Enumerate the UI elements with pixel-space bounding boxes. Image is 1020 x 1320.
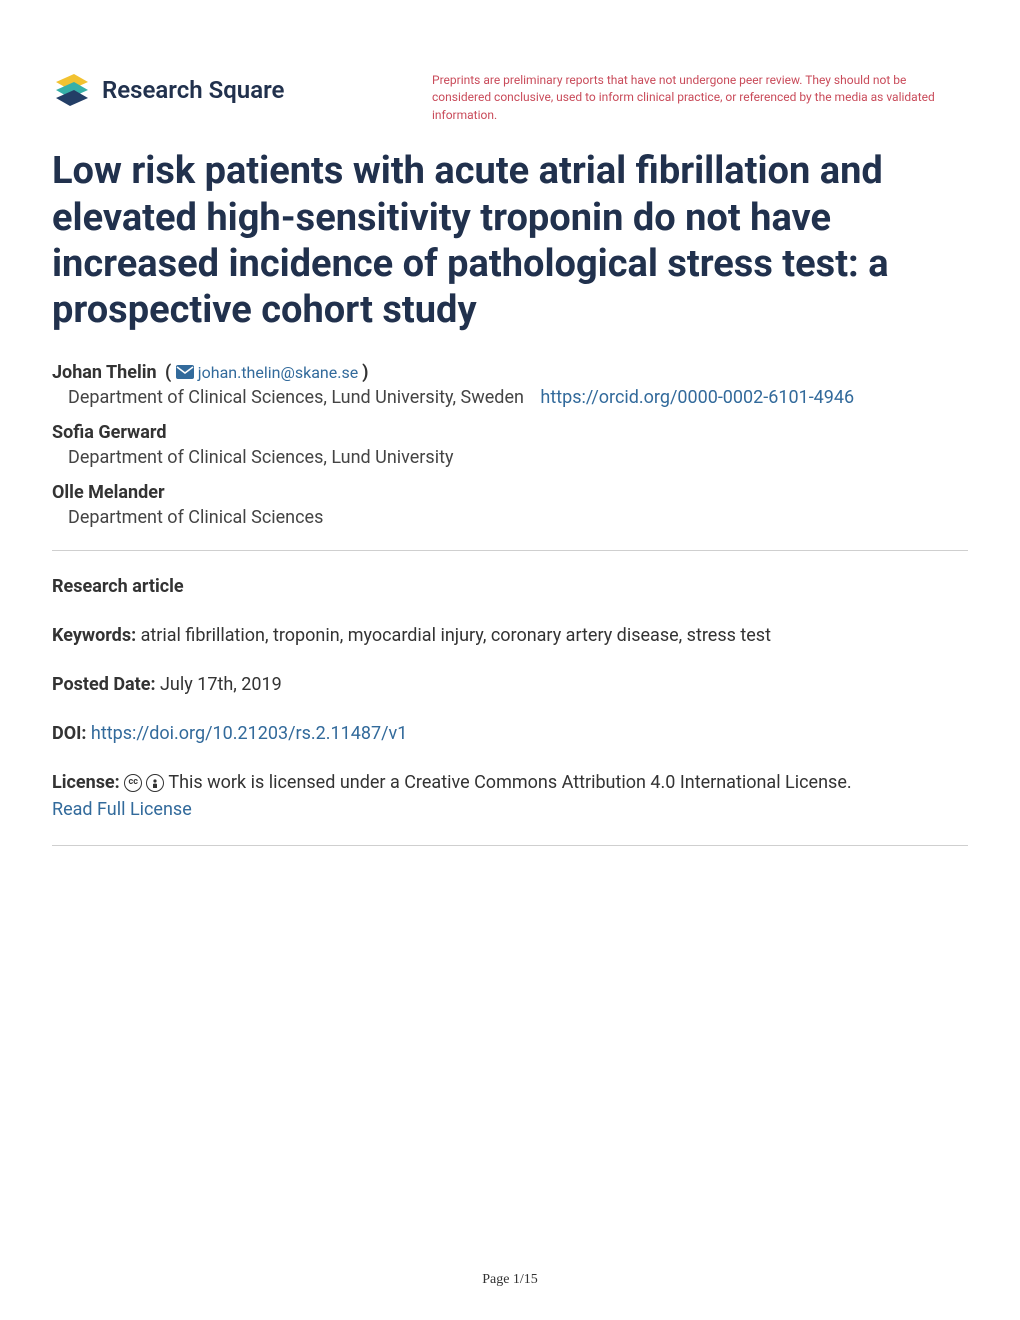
- license-link[interactable]: Read Full License: [52, 799, 192, 820]
- posted-date-label: Posted Date:: [52, 674, 156, 695]
- brand-name: Research Square: [102, 76, 284, 104]
- cc-icons: cc: [124, 774, 164, 792]
- keywords-row: Keywords: atrial fibrillation, troponin,…: [52, 622, 968, 649]
- author-affiliation: Department of Clinical Sciences, Lund Un…: [52, 387, 968, 408]
- author-affiliation: Department of Clinical Sciences, Lund Un…: [52, 447, 968, 468]
- brand-logo[interactable]: Research Square: [52, 72, 412, 108]
- cc-icon: cc: [124, 774, 142, 792]
- metadata-section: Research article Keywords: atrial fibril…: [52, 573, 968, 823]
- author-block: Johan Thelin ( johan.thelin@skane.se ) D…: [52, 362, 968, 408]
- posted-date-row: Posted Date: July 17th, 2019: [52, 671, 968, 698]
- author-name: Sofia Gerward: [52, 422, 968, 443]
- header-row: Research Square Preprints are preliminar…: [52, 72, 968, 124]
- doi-row: DOI: https://doi.org/10.21203/rs.2.11487…: [52, 720, 968, 747]
- license-text: This work is licensed under a Creative C…: [168, 772, 851, 793]
- page-number: Page 1/15: [0, 1272, 1020, 1288]
- preprint-disclaimer: Preprints are preliminary reports that h…: [412, 72, 968, 124]
- keywords-label: Keywords:: [52, 625, 136, 646]
- doi-label: DOI:: [52, 723, 86, 744]
- author-email-link[interactable]: johan.thelin@skane.se: [198, 363, 358, 382]
- divider: [52, 845, 968, 846]
- logo-mark-icon: [52, 72, 92, 108]
- doi-link[interactable]: https://doi.org/10.21203/rs.2.11487/v1: [91, 723, 407, 744]
- author-paren: (: [161, 362, 176, 383]
- keywords-text: atrial fibrillation, troponin, myocardia…: [141, 625, 771, 646]
- by-icon: [146, 774, 164, 792]
- paper-title: Low risk patients with acute atrial fibr…: [52, 148, 968, 333]
- article-type: Research article: [52, 573, 968, 600]
- author-block: Olle Melander Department of Clinical Sci…: [52, 482, 968, 528]
- orcid-link[interactable]: https://orcid.org/0000-0002-6101-4946: [540, 387, 854, 408]
- posted-date-text: July 17th, 2019: [160, 674, 282, 695]
- authors-section: Johan Thelin ( johan.thelin@skane.se ) D…: [52, 362, 968, 528]
- divider: [52, 550, 968, 551]
- author-block: Sofia Gerward Department of Clinical Sci…: [52, 422, 968, 468]
- author-line: Johan Thelin ( johan.thelin@skane.se ): [52, 362, 968, 383]
- author-name: Johan Thelin: [52, 362, 157, 383]
- affiliation-text: Department of Clinical Sciences, Lund Un…: [68, 387, 524, 408]
- author-name: Olle Melander: [52, 482, 968, 503]
- author-paren-close: ): [362, 362, 368, 383]
- license-label: License:: [52, 772, 120, 793]
- license-row: License: cc This work is licensed under …: [52, 769, 968, 823]
- envelope-icon: [176, 364, 194, 383]
- author-affiliation: Department of Clinical Sciences: [52, 507, 968, 528]
